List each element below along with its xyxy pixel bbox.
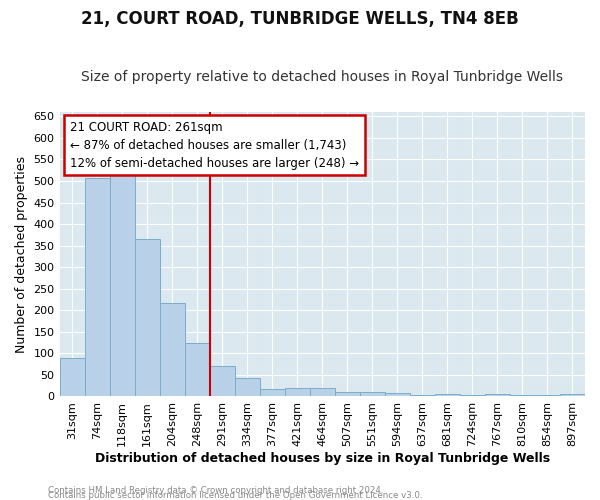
Text: 21, COURT ROAD, TUNBRIDGE WELLS, TN4 8EB: 21, COURT ROAD, TUNBRIDGE WELLS, TN4 8EB (81, 10, 519, 28)
Bar (335, 392, 360, 396)
Bar (385, 394, 410, 396)
Bar (360, 392, 385, 396)
Bar (435, 394, 460, 396)
Text: Contains HM Land Registry data © Crown copyright and database right 2024.: Contains HM Land Registry data © Crown c… (48, 486, 383, 495)
Bar (410, 395, 435, 396)
Bar (110, 168, 134, 396)
Bar (310, 388, 335, 396)
Bar (535, 395, 560, 396)
Title: Size of property relative to detached houses in Royal Tunbridge Wells: Size of property relative to detached ho… (81, 70, 563, 85)
Bar (285, 388, 310, 396)
Text: Contains public sector information licensed under the Open Government Licence v3: Contains public sector information licen… (48, 491, 422, 500)
Bar (460, 395, 485, 396)
Bar (485, 394, 510, 396)
Bar (160, 304, 185, 396)
Bar (185, 342, 209, 396)
Bar (560, 394, 585, 396)
Y-axis label: Number of detached properties: Number of detached properties (15, 156, 28, 353)
Bar (85, 178, 110, 396)
Bar (510, 395, 535, 396)
Text: 21 COURT ROAD: 261sqm
← 87% of detached houses are smaller (1,743)
12% of semi-d: 21 COURT ROAD: 261sqm ← 87% of detached … (70, 120, 359, 170)
Bar (59, 358, 85, 397)
Bar (260, 388, 285, 396)
Bar (209, 366, 235, 396)
X-axis label: Distribution of detached houses by size in Royal Tunbridge Wells: Distribution of detached houses by size … (95, 452, 550, 465)
Bar (235, 378, 260, 396)
Bar (134, 239, 160, 396)
